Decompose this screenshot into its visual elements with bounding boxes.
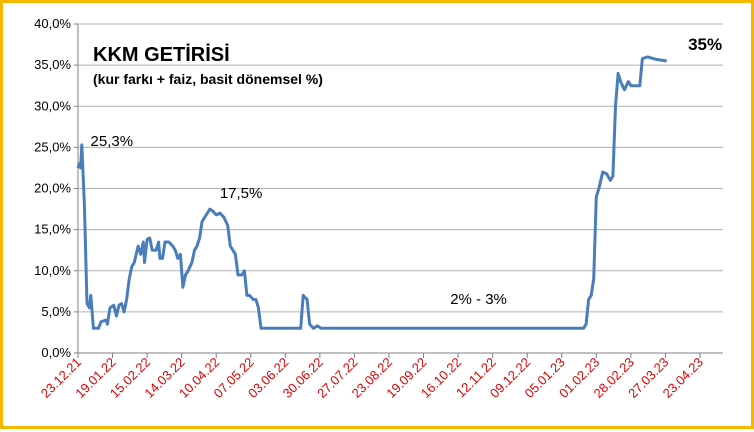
annotation-label: 17,5% [220,185,263,202]
line-chart: 0,0% 5,0% 10,0% 15,0% 20,0% 25,0% 30,0% 35,0% 40… [34,16,723,401]
annotations: 25,3% 17,5% 2% - 3% 35% [91,35,723,308]
y-tick-label: 40,0% [34,16,71,31]
annotation-label: 35% [688,35,722,54]
x-axis: 23.12.2119.01.2215.02.2214.03.2210.04.22… [38,355,706,401]
y-tick-label: 5,0% [41,304,71,319]
y-tick-label: 10,0% [34,263,71,278]
y-tick-label: 25,0% [34,139,71,154]
chart-title: KKM GETİRİSİ [93,43,230,66]
annotation-label: 2% - 3% [450,291,507,308]
y-tick-label: 35,0% [34,57,71,72]
chart-subtitle: (kur farkı + faiz, basit dönemsel %) [93,71,323,87]
series-group [76,55,667,330]
y-tick-label: 20,0% [34,181,71,196]
annotation-label: 25,3% [91,133,134,150]
y-tick-label: 30,0% [34,98,71,113]
series-line [76,55,667,330]
y-tick-label: 15,0% [34,222,71,237]
y-axis: 0,0% 5,0% 10,0% 15,0% 20,0% 25,0% 30,0% 35,0% 40… [34,16,71,360]
y-tick-label: 0,0% [41,345,71,360]
